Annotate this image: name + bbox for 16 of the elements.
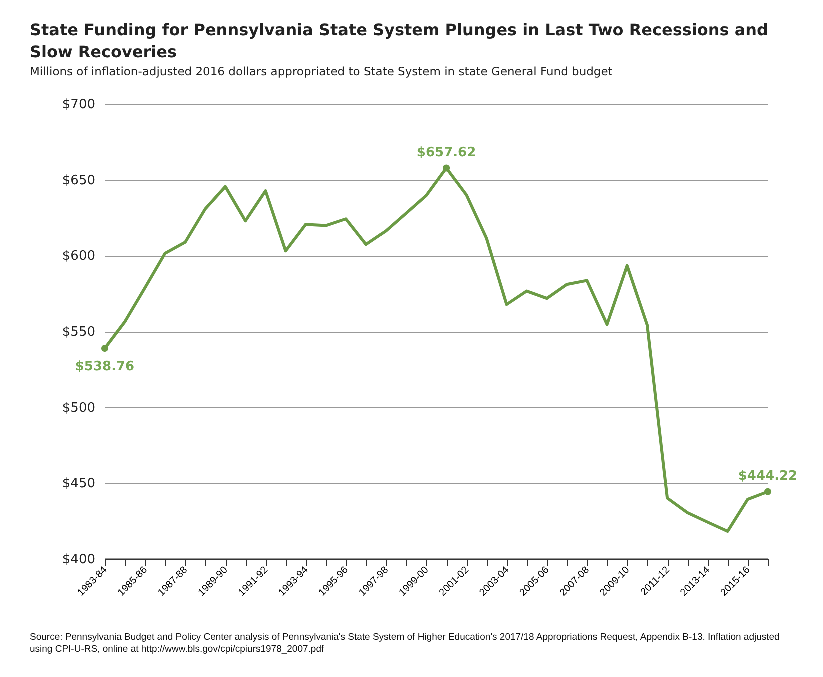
y-tick-label: $550 [62,325,96,340]
y-tick-label: $600 [62,249,96,264]
annotation: $657.62 [416,145,476,160]
y-tick-label: $500 [62,400,96,416]
annotation: $538.76 [75,360,135,375]
point [764,488,772,496]
y-tick-label: $400 [62,552,96,568]
chart-title: State Funding for Pennsylvania State System Plunges in Last Two Recessions and Slow Recoveries [30,20,768,62]
y-tick-label: $650 [62,173,96,188]
y-tick-label: $700 [62,98,96,112]
chart-subtitle: Millions of inflation-adjusted 2016 dollars appropriated to State System in state General Fund budget [30,64,614,78]
point [443,164,450,172]
point [101,345,109,352]
annotation: $444.22 [738,468,798,484]
y-tick-label: $450 [62,476,96,492]
source-note: Source: Pennsylvania Budget and Policy Center analysis of Pennsylvania's State System of Higher Education's 2017/18 Appropriations Request, Appendix B-13. Inflation adjusted using CPI-U-RS, online at http://www.bls.gov/cpi/cpiurs1978_2007.pdf [30,632,781,657]
